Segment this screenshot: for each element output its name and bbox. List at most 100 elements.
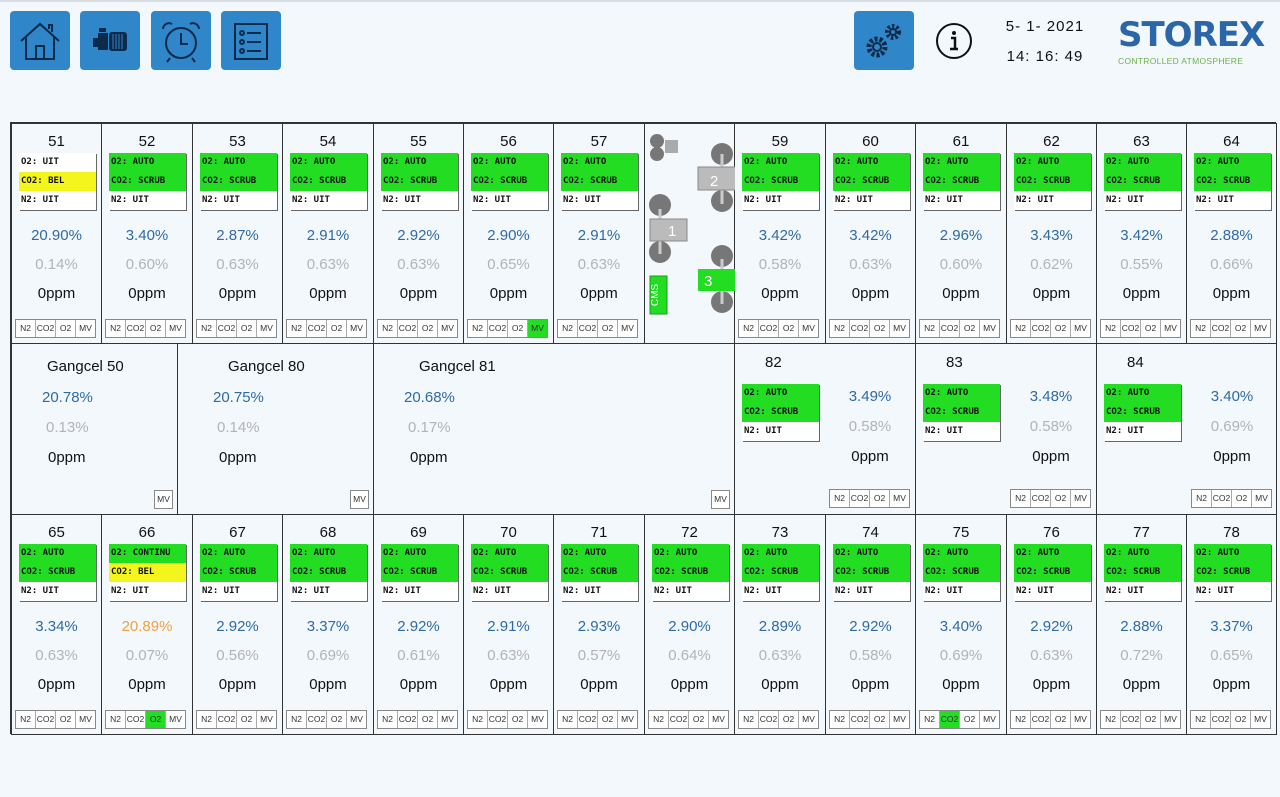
- button-mv[interactable]: MV: [350, 714, 363, 724]
- button-n2[interactable]: N2: [830, 320, 850, 337]
- info-button[interactable]: [935, 22, 973, 60]
- button-o2[interactable]: O2: [779, 711, 799, 728]
- button-n2[interactable]: N2: [739, 711, 759, 728]
- button-mv[interactable]: MV: [1255, 493, 1268, 503]
- status-panel[interactable]: O2: AUTO CO2: SCRUB N2: UIT: [381, 544, 458, 601]
- button-o2[interactable]: O2: [508, 320, 528, 337]
- button-mv[interactable]: MV: [802, 714, 815, 724]
- button-o2[interactable]: O2: [327, 711, 347, 728]
- button-mv[interactable]: MV: [1074, 714, 1087, 724]
- room-cell-54[interactable]: 54 O2: AUTO CO2: SCRUB N2: UIT 2.91% 0.63% 0pp…: [282, 123, 374, 344]
- button-n2[interactable]: N2: [378, 711, 398, 728]
- button-mv[interactable]: MV: [621, 714, 634, 724]
- settings-button[interactable]: [854, 11, 914, 70]
- button-co2[interactable]: CO2: [1031, 711, 1051, 728]
- button-co2[interactable]: CO2: [217, 320, 237, 337]
- status-panel[interactable]: O2: AUTO CO2: SCRUB N2: UIT: [109, 153, 186, 210]
- button-co2[interactable]: CO2: [850, 320, 870, 337]
- status-panel[interactable]: O2: UIT CO2: BEL N2: UIT: [19, 153, 96, 210]
- button-mv[interactable]: MV: [528, 320, 547, 337]
- status-panel[interactable]: O2: AUTO CO2: SCRUB N2: UIT: [742, 544, 819, 601]
- button-mv[interactable]: MV: [260, 323, 273, 333]
- button-mv[interactable]: MV: [1164, 323, 1177, 333]
- room-cell-67[interactable]: 67 O2: AUTO CO2: SCRUB N2: UIT 2.92% 0.56% 0pp…: [192, 514, 283, 735]
- button-co2[interactable]: CO2: [1121, 320, 1141, 337]
- room-cell-63[interactable]: 63 O2: AUTO CO2: SCRUB N2: UIT 3.42% 0.55% 0pp…: [1096, 123, 1187, 344]
- button-n2[interactable]: N2: [1191, 711, 1211, 728]
- status-panel[interactable]: O2: AUTO CO2: SCRUB N2: UIT: [923, 384, 1000, 441]
- status-panel[interactable]: O2: AUTO CO2: SCRUB N2: UIT: [923, 153, 1000, 210]
- button-mv[interactable]: MV: [531, 714, 544, 724]
- room-cell-64[interactable]: 64 O2: AUTO CO2: SCRUB N2: UIT 2.88% 0.66% 0pp…: [1186, 123, 1277, 344]
- button-co2[interactable]: CO2: [36, 320, 56, 337]
- button-n2[interactable]: N2: [106, 320, 126, 337]
- unit-1[interactable]: [649, 194, 688, 263]
- status-panel[interactable]: O2: AUTO CO2: SCRUB N2: UIT: [561, 153, 638, 210]
- button-co2[interactable]: CO2: [126, 320, 146, 337]
- button-mv[interactable]: MV: [1074, 323, 1087, 333]
- button-o2[interactable]: O2: [960, 320, 980, 337]
- button-co2[interactable]: CO2: [36, 711, 56, 728]
- home-button[interactable]: [10, 11, 70, 70]
- button-o2[interactable]: O2: [56, 320, 76, 337]
- button-co2[interactable]: CO2: [398, 711, 418, 728]
- button-co2[interactable]: CO2: [217, 711, 237, 728]
- room-cell-52[interactable]: 52 O2: AUTO CO2: SCRUB N2: UIT 3.40% 0.60% 0pp…: [101, 123, 193, 344]
- room-cell-53[interactable]: 53 O2: AUTO CO2: SCRUB N2: UIT 2.87% 0.63% 0pp…: [192, 123, 283, 344]
- button-o2[interactable]: O2: [870, 320, 890, 337]
- button-co2[interactable]: CO2: [940, 320, 960, 337]
- button-mv[interactable]: MV: [154, 490, 173, 509]
- button-mv[interactable]: MV: [441, 714, 454, 724]
- status-panel[interactable]: O2: AUTO CO2: SCRUB N2: UIT: [471, 544, 548, 601]
- status-panel[interactable]: O2: AUTO CO2: SCRUB N2: UIT: [290, 544, 367, 601]
- button-o2[interactable]: O2: [1141, 320, 1161, 337]
- button-n2[interactable]: N2: [16, 320, 36, 337]
- room-cell-70[interactable]: 70 O2: AUTO CO2: SCRUB N2: UIT 2.91% 0.63% 0pp…: [463, 514, 554, 735]
- status-panel[interactable]: O2: AUTO CO2: SCRUB N2: UIT: [833, 153, 910, 210]
- corridor-cell[interactable]: Gangcel 81 20.68% 0.17% 0ppm MV: [373, 343, 735, 515]
- button-mv[interactable]: MV: [802, 323, 815, 333]
- button-o2[interactable]: O2: [779, 320, 799, 337]
- button-mv[interactable]: MV: [169, 714, 182, 724]
- button-mv[interactable]: MV: [621, 323, 634, 333]
- button-n2[interactable]: N2: [1101, 320, 1121, 337]
- room-cell-83[interactable]: 83 O2: AUTO CO2: SCRUB N2: UIT 3.48% 0.58% 0pp…: [915, 343, 1097, 515]
- room-cell-62[interactable]: 62 O2: AUTO CO2: SCRUB N2: UIT 3.43% 0.62% 0pp…: [1006, 123, 1097, 344]
- button-mv[interactable]: MV: [350, 490, 369, 509]
- button-o2[interactable]: O2: [146, 711, 166, 728]
- button-co2[interactable]: CO2: [940, 711, 960, 728]
- room-cell-68[interactable]: 68 O2: AUTO CO2: SCRUB N2: UIT 3.37% 0.69% 0pp…: [282, 514, 374, 735]
- room-cell-66[interactable]: 66 O2: CONTINU CO2: BEL N2: UIT 20.89% 0.07% 0…: [101, 514, 193, 735]
- button-o2[interactable]: O2: [1231, 320, 1251, 337]
- button-n2[interactable]: N2: [1191, 320, 1211, 337]
- room-cell-78[interactable]: 78 O2: AUTO CO2: SCRUB N2: UIT 3.37% 0.65% 0pp…: [1186, 514, 1277, 735]
- button-mv[interactable]: MV: [350, 323, 363, 333]
- button-co2[interactable]: CO2: [850, 711, 870, 728]
- status-panel[interactable]: O2: AUTO CO2: SCRUB N2: UIT: [561, 544, 638, 601]
- button-n2[interactable]: N2: [920, 711, 940, 728]
- button-mv[interactable]: MV: [260, 714, 273, 724]
- status-panel[interactable]: O2: AUTO CO2: SCRUB N2: UIT: [471, 153, 548, 210]
- button-n2[interactable]: N2: [16, 711, 36, 728]
- room-cell-51[interactable]: 51 O2: UIT CO2: BEL N2: UIT 20.90% 0.14% 0ppm N…: [11, 123, 102, 344]
- button-n2[interactable]: N2: [558, 320, 578, 337]
- room-cell-60[interactable]: 60 O2: AUTO CO2: SCRUB N2: UIT 3.42% 0.63% 0pp…: [825, 123, 916, 344]
- button-o2[interactable]: O2: [56, 711, 76, 728]
- button-mv[interactable]: MV: [169, 323, 182, 333]
- corridor-cell[interactable]: Gangcel 50 20.78% 0.13% 0ppm MV: [11, 343, 178, 515]
- button-mv[interactable]: MV: [1254, 323, 1267, 333]
- room-cell-73[interactable]: 73 O2: AUTO CO2: SCRUB N2: UIT 2.89% 0.63% 0pp…: [734, 514, 826, 735]
- button-n2[interactable]: N2: [197, 320, 217, 337]
- status-panel[interactable]: O2: AUTO CO2: SCRUB N2: UIT: [200, 153, 277, 210]
- list-button[interactable]: [221, 11, 281, 70]
- button-o2[interactable]: O2: [327, 320, 347, 337]
- status-panel[interactable]: O2: AUTO CO2: SCRUB N2: UIT: [200, 544, 277, 601]
- status-panel[interactable]: O2: AUTO CO2: SCRUB N2: UIT: [1104, 153, 1181, 210]
- button-n2[interactable]: N2: [830, 490, 850, 507]
- button-co2[interactable]: CO2: [1121, 711, 1141, 728]
- alarm-button[interactable]: [151, 11, 211, 70]
- button-co2[interactable]: CO2: [1031, 320, 1051, 337]
- button-n2[interactable]: N2: [739, 320, 759, 337]
- corridor-cell[interactable]: Gangcel 80 20.75% 0.14% 0ppm MV: [177, 343, 374, 515]
- button-co2[interactable]: CO2: [488, 711, 508, 728]
